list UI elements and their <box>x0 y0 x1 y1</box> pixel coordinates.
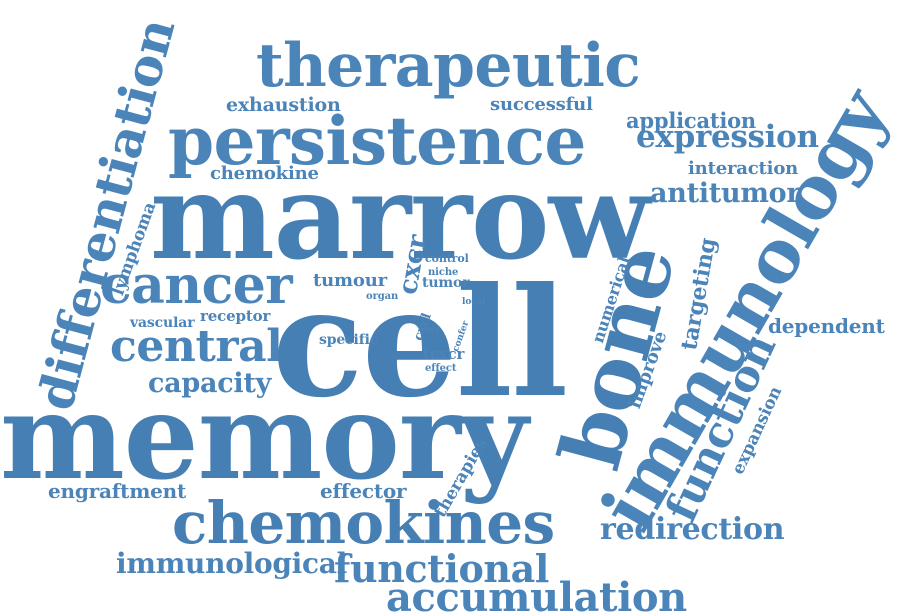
word-accumulation: accumulation <box>386 574 687 614</box>
word-effector: effector <box>320 479 407 503</box>
word-control: control <box>425 252 469 265</box>
word-memory: memory <box>0 367 528 506</box>
word-tcxcr: tcxcr <box>423 345 465 363</box>
word-tumour: tumour <box>313 270 387 291</box>
word-exhaustion: exhaustion <box>226 94 341 116</box>
word-effect: effect <box>425 363 457 374</box>
word-specific: specific <box>319 332 379 348</box>
word-functional: functional <box>334 546 549 591</box>
word-organ: organ <box>366 291 399 302</box>
word-tumor: tumor <box>422 275 470 291</box>
word-persistence: persistence <box>168 102 586 180</box>
word-receptor: receptor <box>200 307 271 325</box>
word-capacity: capacity <box>148 368 272 399</box>
word-cancer: cancer <box>100 255 293 316</box>
word-marrow: marrow <box>150 147 650 286</box>
word-expression: expression <box>636 119 819 155</box>
word-chemokines: chemokines <box>172 489 555 557</box>
word-therapeutic: therapeutic <box>256 31 641 101</box>
word-immunological: immunological <box>116 547 347 580</box>
word-interaction: interaction <box>688 158 799 179</box>
word-chemokine: chemokine <box>210 163 319 184</box>
word-niche: niche <box>428 267 459 278</box>
word-redirection: redirection <box>600 512 785 547</box>
word-successful: successful <box>490 94 593 115</box>
word-local: local <box>462 297 486 307</box>
word-acc: acc <box>426 324 441 334</box>
word-application: application <box>626 108 756 133</box>
word-engraftment: engraftment <box>48 479 187 503</box>
word-cell: cell <box>272 255 568 431</box>
word-central: central <box>110 321 283 372</box>
word-antitumor: antitumor <box>650 178 801 209</box>
word-dependent: dependent <box>768 314 885 338</box>
word-vascular: vascular <box>130 315 195 331</box>
